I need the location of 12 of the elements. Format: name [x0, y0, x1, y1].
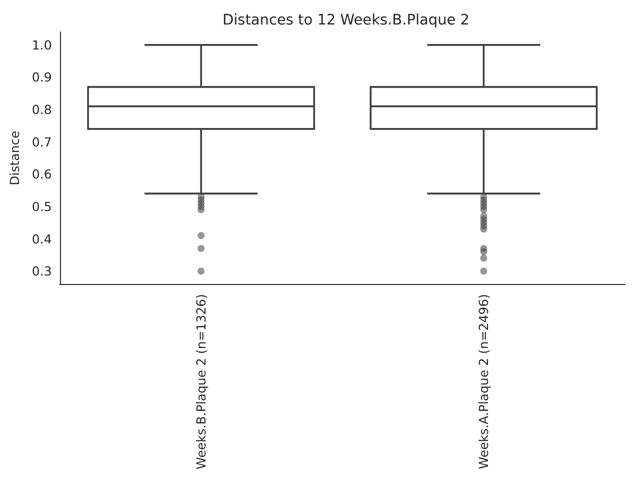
y-tick-label: 0.9	[32, 70, 52, 85]
y-tick-label: 0.5	[32, 198, 52, 214]
y-tick-label: 0.8	[32, 102, 52, 118]
y-tick-label: 0.4	[32, 231, 52, 246]
x-tick-label: Weeks.B.Plaque 2 (n=1326)	[194, 294, 209, 470]
y-tick-label: 0.6	[32, 166, 52, 182]
chart-title: Distances to 12 Weeks.B.Plaque 2	[222, 12, 470, 28]
y-tick-label: 0.7	[32, 134, 52, 150]
y-tick-label: 1.0	[32, 37, 52, 52]
x-tick-label: Weeks.A.Plaque 2 (n=2496)	[476, 294, 492, 470]
y-axis-title: Distance	[7, 130, 22, 186]
y-tick-label: 0.3	[32, 264, 52, 279]
